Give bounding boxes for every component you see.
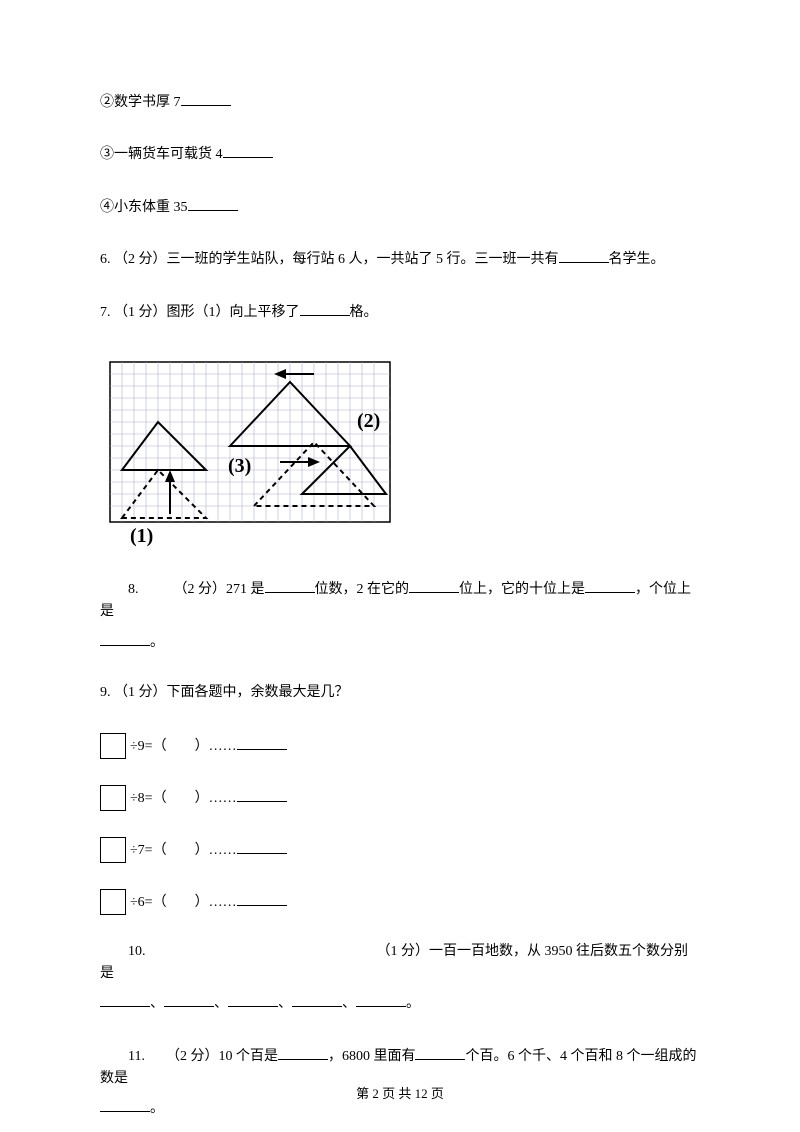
q9-item-3: ÷6=（ ）…… — [100, 889, 700, 917]
q2-text: ②数学书厚 7 — [100, 95, 181, 110]
q9-text-3: ÷6=（ ）…… — [130, 895, 237, 910]
question-8-cont: 。 — [100, 630, 700, 654]
dividend-box-3[interactable] — [100, 889, 126, 915]
translation-diagram: (1) (2) (3) — [100, 352, 400, 552]
blank-q3[interactable] — [223, 142, 273, 158]
dividend-box-1[interactable] — [100, 785, 126, 811]
q11-p1: 11. （2 分）10 个百是 — [128, 1049, 278, 1064]
q10-sep1: 、 — [150, 996, 164, 1011]
q6-prefix: 6. （2 分）三一班的学生站队，每行站 6 人，一共站了 5 行。三一班一共有 — [100, 252, 559, 267]
q8-p5: 。 — [150, 635, 164, 650]
q10-p1: 10. （1 分）一百一百地数，从 3950 往后数五个数分别是 — [100, 944, 688, 981]
q10-sep2: 、 — [214, 996, 228, 1011]
q9-text-0: ÷9=（ ）…… — [130, 739, 237, 754]
blank-q11a[interactable] — [278, 1044, 328, 1060]
dividend-box-0[interactable] — [100, 733, 126, 759]
q9-text-1: ÷8=（ ）…… — [130, 791, 237, 806]
q10-sep3: 、 — [278, 996, 292, 1011]
q4-text: ④小东体重 35 — [100, 200, 188, 215]
q8-p3: 位上，它的十位上是 — [459, 582, 585, 597]
question-10-cont: 、 、 、 、 。 — [100, 991, 700, 1015]
blank-q2[interactable] — [181, 90, 231, 106]
blank-q8b[interactable] — [409, 577, 459, 593]
svg-text:(1): (1) — [130, 525, 153, 547]
blank-q8d[interactable] — [100, 630, 150, 646]
question-2: ②数学书厚 7 — [100, 90, 700, 114]
q11-p2: ，6800 里面有 — [328, 1049, 416, 1064]
blank-q8a[interactable] — [265, 577, 315, 593]
q7-prefix: 7. （1 分）图形（1）向上平移了 — [100, 305, 300, 320]
blank-q9c[interactable] — [237, 838, 287, 854]
blank-q10b[interactable] — [164, 991, 214, 1007]
q10-sep4: 、 — [342, 996, 356, 1011]
question-4: ④小东体重 35 — [100, 195, 700, 219]
question-7: 7. （1 分）图形（1）向上平移了 格。 — [100, 300, 700, 324]
blank-q10c[interactable] — [228, 991, 278, 1007]
q9-item-2: ÷7=（ ）…… — [100, 837, 700, 865]
q3-text: ③一辆货车可载货 4 — [100, 147, 223, 162]
blank-q10d[interactable] — [292, 991, 342, 1007]
blank-q8c[interactable] — [585, 577, 635, 593]
question-6: 6. （2 分）三一班的学生站队，每行站 6 人，一共站了 5 行。三一班一共有… — [100, 247, 700, 271]
question-10: 10. （1 分）一百一百地数，从 3950 往后数五个数分别是 — [100, 941, 700, 986]
q7-suffix: 格。 — [350, 305, 378, 320]
svg-text:(2): (2) — [357, 410, 380, 432]
blank-q10e[interactable] — [356, 991, 406, 1007]
q8-p2: 位数，2 在它的 — [315, 582, 410, 597]
q11-p4: 。 — [150, 1101, 164, 1116]
question-3: ③一辆货车可载货 4 — [100, 142, 700, 166]
blank-q9b[interactable] — [237, 786, 287, 802]
q9-title: 9. （1 分）下面各题中，余数最大是几？ — [100, 685, 349, 700]
question-8: 8. （2 分）271 是位数，2 在它的位上，它的十位上是，个位上是 — [100, 577, 700, 624]
blank-q6[interactable] — [559, 247, 609, 263]
blank-q4[interactable] — [188, 195, 238, 211]
blank-q9d[interactable] — [237, 890, 287, 906]
q9-item-0: ÷9=（ ）…… — [100, 733, 700, 761]
q9-item-1: ÷8=（ ）…… — [100, 785, 700, 813]
blank-q11b[interactable] — [415, 1044, 465, 1060]
question-9: 9. （1 分）下面各题中，余数最大是几？ — [100, 682, 700, 704]
blank-q7[interactable] — [300, 300, 350, 316]
dividend-box-2[interactable] — [100, 837, 126, 863]
q8-p1: 8. （2 分）271 是 — [128, 582, 265, 597]
q9-text-2: ÷7=（ ）…… — [130, 843, 237, 858]
q6-suffix: 名学生。 — [609, 252, 665, 267]
svg-text:(3): (3) — [228, 455, 251, 477]
blank-q10a[interactable] — [100, 991, 150, 1007]
q10-p3: 。 — [406, 996, 420, 1011]
page-footer: 第 2 页 共 12 页 — [0, 1083, 800, 1102]
blank-q9a[interactable] — [237, 734, 287, 750]
